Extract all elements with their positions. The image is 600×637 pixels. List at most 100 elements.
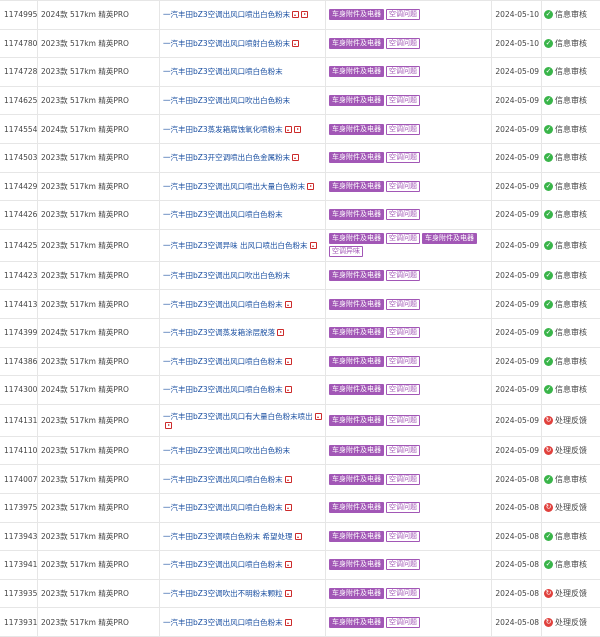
problem-tag[interactable]: 车身附件及电器 [329,473,384,485]
complaint-title[interactable]: 一汽丰田bZ3空调出风口吹出白色粉末 [163,96,291,106]
problem-tag[interactable]: 车身附件及电器 [329,445,384,457]
problem-tag[interactable]: 车身附件及电器 [329,298,384,310]
complaint-title-link[interactable]: 一汽丰田bZ3空调出风口喷白色粉末 [160,376,326,404]
table-row[interactable]: 1174007 2023款 517km 精英PRO 一汽丰田bZ3空调出风口喷白色粉… [0,465,600,494]
table-row[interactable]: 1174728 2023款 517km 精英PRO 一汽丰田bZ3空调出风口喷白色粉… [0,58,600,87]
problem-tag[interactable]: 车身附件及电器 [329,123,384,135]
problem-tag[interactable]: 空调问题 [386,123,420,135]
table-row[interactable]: 1174780 2023款 517km 精英PRO 一汽丰田bZ3空调出风口喷射白色… [0,29,600,59]
problem-tag[interactable]: 空调问题 [386,233,420,245]
complaint-title-link[interactable]: 一汽丰田bZ3空调出风口喷白色粉末 [160,290,326,318]
problem-tag[interactable]: 车身附件及电器 [422,233,477,245]
complaint-title-link[interactable]: 一汽丰田bZ3空调出风口喷出大量白色粉末 [160,172,326,201]
complaint-title-link[interactable]: 一汽丰田bZ3空调吹出不明粉末颗粒 [160,579,326,608]
complaint-title-link[interactable]: 一汽丰田bZ3空调出风口喷白色粉末 [160,58,326,86]
table-row[interactable]: 1174399 2024款 517km 精英PRO 一汽丰田bZ3空调蒸发箱涂层脱落… [0,318,600,348]
problem-tag[interactable]: 空调问题 [386,95,420,107]
problem-tag[interactable]: 空调问题 [386,414,420,426]
problem-tag[interactable]: 车身附件及电器 [329,587,384,599]
complaint-title[interactable]: 一汽丰田bZ3空调喷白色粉末 希望处理 [163,531,293,541]
problem-tag[interactable]: 车身附件及电器 [329,180,384,192]
problem-tag[interactable]: 车身附件及电器 [329,559,384,571]
complaint-title[interactable]: 一汽丰田bZ3空调出风口喷白色粉末 [163,356,283,366]
table-row[interactable]: 1173941 2023款 517km 精英PRO 一汽丰田bZ3空调出风口喷白色粉… [0,551,600,580]
problem-tag[interactable]: 车身附件及电器 [329,209,384,221]
complaint-title-link[interactable]: 一汽丰田bZ3空调异味 出风口喷出白色粉末 [160,229,326,261]
complaint-title[interactable]: 一汽丰田bZ3空调出风口喷出白色粉末 [163,10,291,20]
problem-tag[interactable]: 空调问题 [386,559,420,571]
table-row[interactable]: 1174423 2023款 517km 精英PRO 一汽丰田bZ3空调出风口吹出白色… [0,261,600,291]
problem-tag[interactable]: 车身附件及电器 [329,327,384,339]
problem-tag[interactable]: 空调问题 [386,209,420,221]
complaint-title-link[interactable]: 一汽丰田bZ3蒸发箱腐蚀氧化喷粉末 [160,115,326,143]
problem-tag[interactable]: 空调问题 [386,445,420,457]
table-row[interactable]: 1174995 2024款 517km 精英PRO 一汽丰田bZ3空调出风口喷出白色… [0,1,600,30]
complaint-title[interactable]: 一汽丰田bZ3空调异味 出风口喷出白色粉末 [163,240,308,250]
complaint-title-link[interactable]: 一汽丰田bZ3空调出风口喷白色粉末 [160,493,326,522]
complaint-title-link[interactable]: 一汽丰田bZ3空调出风口喷白色粉末 [160,465,326,493]
table-row[interactable]: 1174425 2023款 517km 精英PRO 一汽丰田bZ3空调异味 出风口喷… [0,229,600,262]
complaint-title-link[interactable]: 一汽丰田bZ3空调出风口喷出白色粉末 [160,1,326,29]
complaint-title-link[interactable]: 一汽丰田bZ3空调出风口喷白色粉末 [160,201,326,229]
complaint-title-link[interactable]: 一汽丰田bZ3空调喷白色粉末 希望处理 [160,522,326,551]
complaint-title[interactable]: 一汽丰田bZ3空调出风口吹出白色粉末 [163,446,291,456]
complaint-title[interactable]: 一汽丰田bZ3空调吹出不明粉末颗粒 [163,588,283,598]
problem-tag[interactable]: 空调问题 [386,270,420,282]
table-row[interactable]: 1174413 2023款 517km 精英PRO 一汽丰田bZ3空调出风口喷白色粉… [0,290,600,319]
table-row[interactable]: 1174554 2024款 517km 精英PRO 一汽丰田bZ3蒸发箱腐蚀氧化喷粉… [0,115,600,144]
problem-tag[interactable]: 空调问题 [386,616,420,628]
table-row[interactable]: 1174131 2023款 517km 精英PRO 一汽丰田bZ3空调出风口有大量白… [0,404,600,437]
table-row[interactable]: 1174503 2023款 517km 精英PRO 一汽丰田bZ3开空调喷出白色金属… [0,143,600,173]
complaint-title-link[interactable]: 一汽丰田bZ3空调出风口吹出白色粉末 [160,436,326,465]
complaint-title-link[interactable]: 一汽丰田bZ3空调出风口喷白色粉末 [160,608,326,636]
table-row[interactable]: 1174429 2023款 517km 精英PRO 一汽丰田bZ3空调出风口喷出大量… [0,172,600,202]
table-row[interactable]: 1174426 2023款 517km 精英PRO 一汽丰田bZ3空调出风口喷白色粉… [0,201,600,230]
complaint-title-link[interactable]: 一汽丰田bZ3空调出风口喷白色粉末 [160,551,326,579]
problem-tag[interactable]: 车身附件及电器 [329,355,384,367]
problem-tag[interactable]: 空调问题 [386,327,420,339]
table-row[interactable]: 1173935 2023款 517km 精英PRO 一汽丰田bZ3空调吹出不明粉末颗… [0,579,600,609]
complaint-title[interactable]: 一汽丰田bZ3空调蒸发箱涂层脱落 [163,328,276,338]
problem-tag[interactable]: 空调问题 [386,9,420,21]
complaint-title[interactable]: 一汽丰田bZ3空调出风口喷白色粉末 [163,560,283,570]
table-row[interactable]: 1173975 2023款 517km 精英PRO 一汽丰田bZ3空调出风口喷白色粉… [0,493,600,523]
problem-tag[interactable]: 空调问题 [386,530,420,542]
problem-tag[interactable]: 空调问题 [386,180,420,192]
problem-tag[interactable]: 车身附件及电器 [329,616,384,628]
table-row[interactable]: 1174110 2023款 517km 精英PRO 一汽丰田bZ3空调出风口吹出白色… [0,436,600,466]
table-row[interactable]: 1174386 2023款 517km 精英PRO 一汽丰田bZ3空调出风口喷白色粉… [0,347,600,377]
complaint-title[interactable]: 一汽丰田bZ3空调出风口吹出白色粉末 [163,271,291,281]
complaint-title[interactable]: 一汽丰田bZ3空调出风口喷白色粉末 [163,385,283,395]
table-row[interactable]: 1174300 2024款 517km 精英PRO 一汽丰田bZ3空调出风口喷白色粉… [0,376,600,405]
problem-tag[interactable]: 空调问题 [386,298,420,310]
complaint-title-link[interactable]: 一汽丰田bZ3空调出风口有大量白色粉末喷出 [160,404,326,436]
problem-tag[interactable]: 空调异味 [329,246,363,258]
problem-tag[interactable]: 空调问题 [386,502,420,514]
complaint-title-link[interactable]: 一汽丰田bZ3空调蒸发箱涂层脱落 [160,318,326,347]
complaint-title[interactable]: 一汽丰田bZ3空调出风口喷白色粉末 [163,503,283,513]
problem-tag[interactable]: 空调问题 [386,66,420,78]
complaint-title-link[interactable]: 一汽丰田bZ3空调出风口喷射白色粉末 [160,29,326,58]
problem-tag[interactable]: 车身附件及电器 [329,384,384,396]
complaint-title[interactable]: 一汽丰田bZ3空调出风口喷白色粉末 [163,617,283,627]
complaint-title[interactable]: 一汽丰田bZ3开空调喷出白色金属粉末 [163,153,291,163]
problem-tag[interactable]: 空调问题 [386,152,420,164]
problem-tag[interactable]: 空调问题 [386,587,420,599]
problem-tag[interactable]: 车身附件及电器 [329,233,384,245]
complaint-title[interactable]: 一汽丰田bZ3空调出风口喷白色粉末 [163,299,283,309]
complaint-title[interactable]: 一汽丰田bZ3蒸发箱腐蚀氧化喷粉末 [163,124,283,134]
complaint-title[interactable]: 一汽丰田bZ3空调出风口喷出大量白色粉末 [163,181,306,191]
problem-tag[interactable]: 车身附件及电器 [329,502,384,514]
problem-tag[interactable]: 车身附件及电器 [329,95,384,107]
problem-tag[interactable]: 空调问题 [386,37,420,49]
problem-tag[interactable]: 空调问题 [386,384,420,396]
problem-tag[interactable]: 空调问题 [386,473,420,485]
complaint-title[interactable]: 一汽丰田bZ3空调出风口喷白色粉末 [163,474,283,484]
table-row[interactable]: 1173931 2023款 517km 精英PRO 一汽丰田bZ3空调出风口喷白色粉… [0,608,600,637]
complaint-title-link[interactable]: 一汽丰田bZ3空调出风口吹出白色粉末 [160,86,326,115]
problem-tag[interactable]: 车身附件及电器 [329,270,384,282]
complaint-title-link[interactable]: 一汽丰田bZ3空调出风口喷白色粉末 [160,347,326,376]
problem-tag[interactable]: 车身附件及电器 [329,37,384,49]
complaint-title[interactable]: 一汽丰田bZ3空调出风口有大量白色粉末喷出 [163,412,313,422]
complaint-title-link[interactable]: 一汽丰田bZ3空调出风口吹出白色粉末 [160,261,326,290]
